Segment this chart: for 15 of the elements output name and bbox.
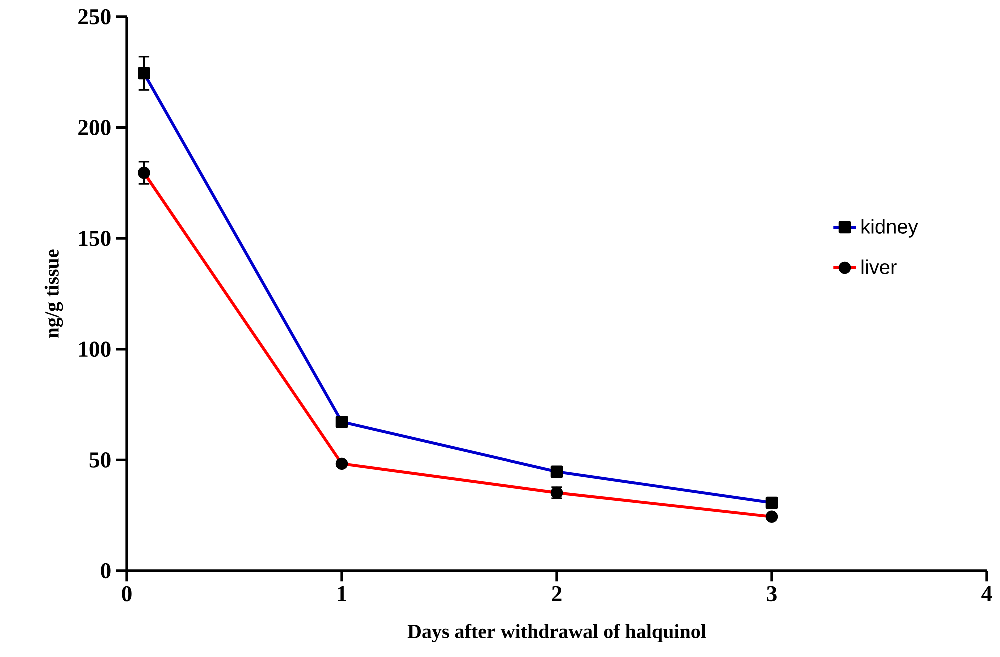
legend-label: liver (862, 260, 897, 274)
y-axis-title: ng/g tissue (44, 250, 64, 338)
x-axis-title: Days after withdrawal of halquinol (408, 624, 706, 643)
y-tick-label: 250 (78, 9, 111, 25)
legend-label: kidney (862, 219, 918, 238)
y-tick-label: 200 (78, 120, 111, 136)
x-tick-label: 2 (552, 586, 562, 602)
x-tick-label: 1 (338, 586, 346, 602)
y-tick-label: 0 (101, 563, 111, 579)
x-tick-label: 0 (122, 586, 132, 602)
y-tick-label: 150 (79, 230, 111, 246)
y-tick-label: 50 (90, 452, 111, 468)
x-tick-label: 4 (982, 586, 992, 602)
x-tick-label: 3 (767, 586, 777, 602)
y-tick-label: 100 (79, 342, 111, 358)
